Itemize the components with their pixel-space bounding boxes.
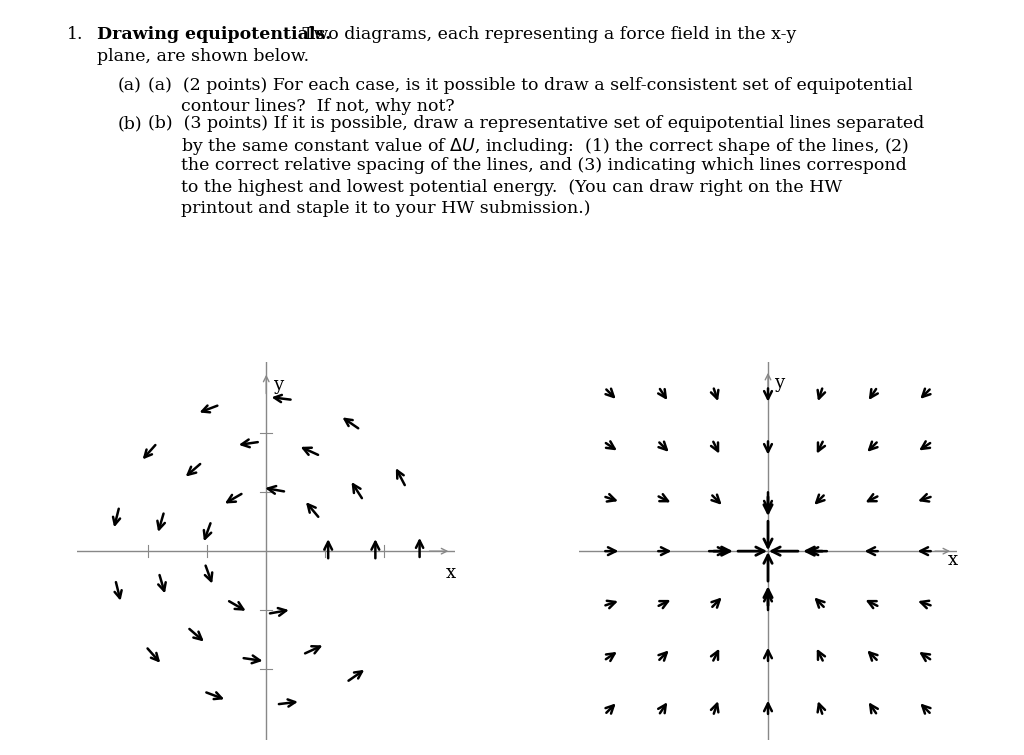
Text: by the same constant value of $\Delta U$, including:  (1) the correct shape of t: by the same constant value of $\Delta U$… (148, 137, 910, 157)
Text: Drawing equipotentials.: Drawing equipotentials. (97, 26, 332, 44)
Text: plane, are shown below.: plane, are shown below. (97, 48, 309, 65)
Text: x: x (445, 564, 456, 582)
Text: x: x (947, 551, 957, 569)
Text: contour lines?  If not, why not?: contour lines? If not, why not? (148, 98, 455, 116)
Text: (a)  (2 points) For each case, is it possible to draw a self-consistent set of e: (a) (2 points) For each case, is it poss… (148, 77, 913, 94)
Text: (b): (b) (118, 116, 142, 132)
Text: the correct relative spacing of the lines, and (3) indicating which lines corres: the correct relative spacing of the line… (148, 158, 907, 174)
Text: printout and staple it to your HW submission.): printout and staple it to your HW submis… (148, 200, 591, 217)
Text: y: y (273, 375, 284, 393)
Text: Two diagrams, each representing a force field in the x-y: Two diagrams, each representing a force … (297, 26, 797, 44)
Text: y: y (774, 374, 784, 392)
Text: (b)  (3 points) If it is possible, draw a representative set of equipotential li: (b) (3 points) If it is possible, draw a… (148, 116, 925, 132)
Text: 1.: 1. (67, 26, 83, 44)
Text: (a): (a) (118, 77, 141, 94)
Text: to the highest and lowest potential energy.  (You can draw right on the HW: to the highest and lowest potential ener… (148, 179, 843, 196)
